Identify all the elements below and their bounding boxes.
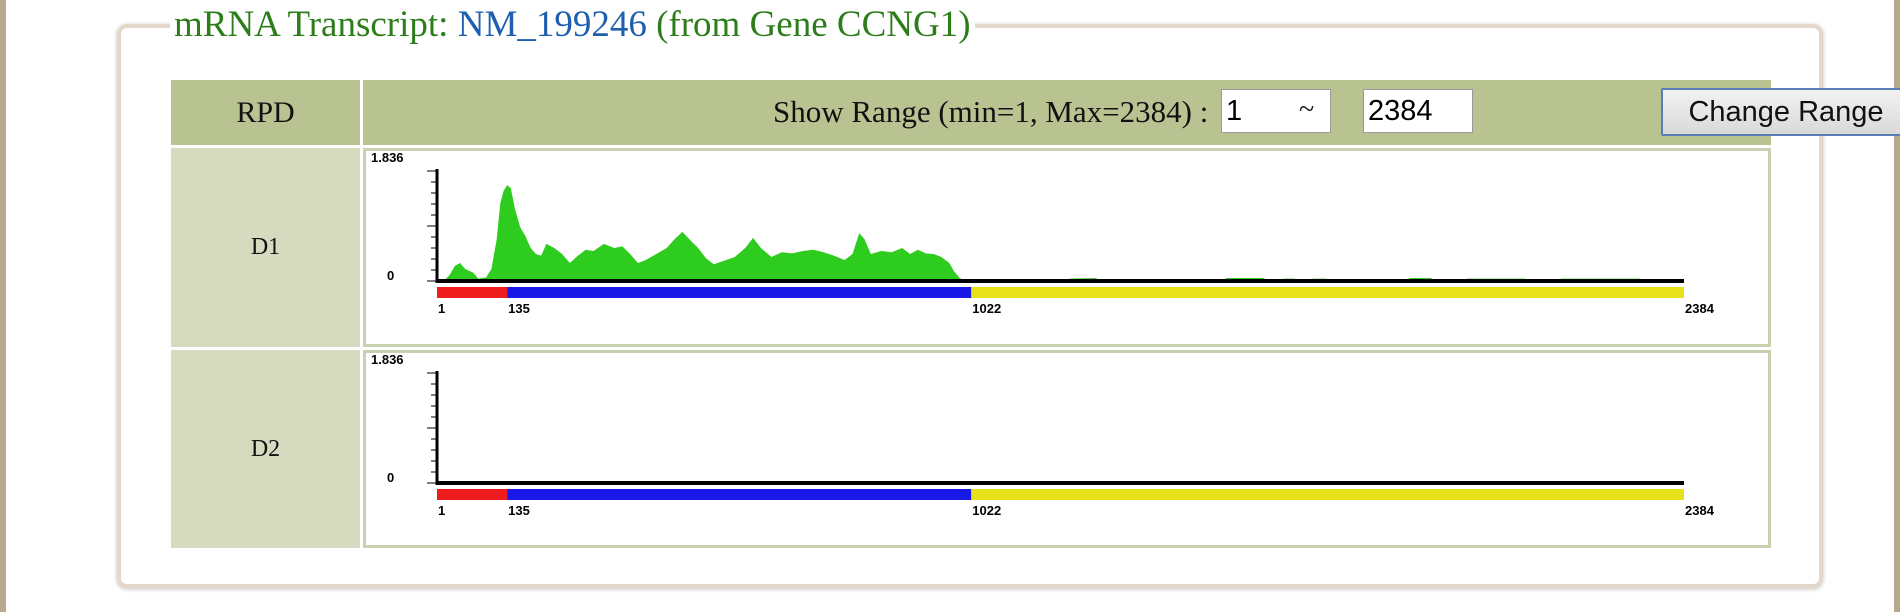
plot-cell-d1: 1.836 0 1 135 1022 2384 <box>363 148 1771 347</box>
position-label: 2384 <box>1685 503 1715 518</box>
position-label: 135 <box>508 301 530 316</box>
position-label: 135 <box>508 503 530 518</box>
range-max-input[interactable] <box>1363 89 1473 133</box>
page-frame-right <box>1894 0 1900 612</box>
segment-cds <box>507 287 972 298</box>
panel-title: mRNA Transcript: NM_199246 (from Gene CC… <box>170 4 975 46</box>
y-max-label: 1.836 <box>371 151 404 165</box>
position-label: 1022 <box>972 503 1001 518</box>
segment-utr3 <box>971 287 1684 298</box>
position-label: 1022 <box>972 301 1001 316</box>
segment-utr3 <box>971 489 1684 500</box>
range-min-input[interactable] <box>1221 89 1331 133</box>
segment-utr5 <box>437 287 508 298</box>
coverage-plot-d2: 1.836 0 1 135 1022 2384 <box>371 352 1715 518</box>
accession-link[interactable]: NM_199246 <box>457 4 647 45</box>
position-label: 1 <box>438 301 445 316</box>
coverage-area <box>437 185 1684 281</box>
y-min-label: 0 <box>387 268 394 283</box>
segment-utr5 <box>437 489 508 500</box>
page-frame-left <box>0 0 6 612</box>
segment-cds <box>507 489 972 500</box>
range-tilde: ~ <box>1299 94 1315 125</box>
rpd-table: RPD Show Range (min=1, Max=2384) : ~ Cha… <box>171 80 1900 548</box>
position-label: 2384 <box>1685 301 1715 316</box>
rpd-header: RPD <box>171 80 360 145</box>
y-max-label: 1.836 <box>371 353 404 367</box>
plot-cell-d2: 1.836 0 1 135 1022 2384 <box>363 350 1771 548</box>
row-label-d2: D2 <box>171 350 360 548</box>
coverage-plot-d1: 1.836 0 1 135 1022 2384 <box>371 150 1715 316</box>
title-suffix: (from Gene CCNG1) <box>646 4 971 45</box>
title-prefix: mRNA Transcript: <box>174 4 458 45</box>
range-controls: Show Range (min=1, Max=2384) : ~ Change … <box>363 80 1900 145</box>
row-label-d1: D1 <box>171 148 360 347</box>
change-range-button[interactable]: Change Range <box>1661 88 1900 136</box>
position-label: 1 <box>438 503 445 518</box>
range-label: Show Range (min=1, Max=2384) : <box>773 94 1209 129</box>
y-min-label: 0 <box>387 470 394 485</box>
